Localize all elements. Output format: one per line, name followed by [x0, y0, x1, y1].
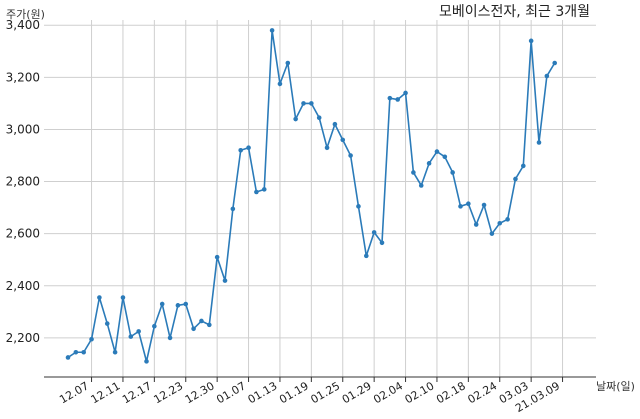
data-point [65, 355, 71, 360]
x-tick-label: 12.23 [151, 379, 185, 406]
data-point [136, 329, 141, 334]
x-tick-label: 12.17 [120, 379, 154, 406]
data-point [261, 187, 267, 192]
y-tick-label: 3,200 [6, 70, 40, 84]
gridlines [44, 20, 596, 377]
data-point [434, 149, 440, 154]
y-tick-label: 3,400 [6, 18, 40, 32]
data-point [238, 147, 243, 153]
data-point [81, 349, 86, 355]
data-point [207, 322, 212, 328]
y-tick-label: 2,800 [6, 175, 40, 189]
y-axis-label: 주가(원) [6, 8, 45, 21]
data-point [403, 90, 408, 96]
data-point [411, 170, 416, 175]
x-tick-labels: 12.0712.1112.1712.2312.3001.0701.1301.19… [57, 377, 564, 415]
chart-title: 모베이스전자, 최근 3개월 [439, 4, 590, 20]
data-point [199, 318, 204, 324]
data-point [285, 60, 291, 66]
data-point [497, 220, 503, 226]
data-point [230, 206, 236, 212]
data-point [89, 336, 94, 342]
data-point [348, 153, 353, 158]
data-point [144, 359, 149, 364]
data-point [73, 349, 79, 355]
y-tick-label: 2,200 [6, 331, 40, 345]
data-point [466, 201, 471, 207]
data-point [379, 240, 385, 246]
data-point [191, 326, 196, 332]
data-point [473, 222, 479, 227]
data-point [277, 81, 283, 87]
data-point [183, 301, 189, 307]
data-point [528, 38, 534, 44]
y-tick-label: 2,600 [6, 227, 40, 241]
x-tick-label: 12.30 [183, 379, 217, 406]
data-point [442, 154, 448, 160]
data-point [214, 254, 220, 260]
x-tick-label: 12.07 [57, 379, 91, 406]
data-point [356, 204, 361, 209]
data-point [112, 349, 118, 355]
data-point [552, 60, 557, 66]
data-point [513, 176, 518, 182]
x-tick-label: 01.25 [308, 379, 342, 406]
data-point [269, 28, 275, 33]
data-point [293, 116, 298, 122]
y-tick-label: 2,400 [6, 279, 40, 293]
series [65, 28, 557, 364]
y-tick-label: 3,000 [6, 122, 40, 136]
data-point [426, 161, 432, 166]
data-point [324, 145, 330, 150]
data-point [450, 170, 455, 175]
x-axis-label: 날짜(일) [596, 379, 635, 393]
data-point [544, 73, 550, 79]
x-tick-label: 01.29 [340, 379, 374, 406]
data-point [104, 321, 110, 326]
data-point [128, 334, 134, 339]
data-point [167, 335, 173, 341]
data-point [418, 183, 424, 188]
x-tick-label: 02.04 [371, 379, 405, 406]
x-tick-label: 01.19 [277, 379, 311, 406]
data-point [340, 137, 346, 143]
x-tick-label: 02.18 [434, 379, 468, 406]
data-point [395, 97, 401, 102]
x-tick-label: 01.07 [214, 379, 248, 406]
data-point [521, 163, 526, 169]
data-point [364, 253, 369, 259]
data-point [458, 204, 463, 209]
data-point [175, 303, 181, 308]
data-point [301, 101, 306, 106]
data-point [246, 145, 251, 150]
data-point [254, 189, 259, 195]
data-point [387, 95, 393, 101]
y-tick-labels: 2,200 2,400 2,600 2,800 3,000 3,200 3,400 [6, 18, 40, 345]
data-point [489, 231, 495, 236]
data-point [152, 323, 157, 329]
data-point [120, 295, 126, 300]
x-tick-label: 01.13 [246, 379, 280, 406]
data-point [371, 230, 377, 235]
data-point [159, 301, 165, 307]
data-point [332, 121, 338, 127]
data-point [309, 101, 314, 106]
data-point [222, 278, 228, 283]
data-point [316, 115, 322, 121]
x-tick-label: 12.11 [89, 379, 123, 406]
x-tick-label: 02.10 [403, 379, 437, 406]
data-point [536, 140, 542, 145]
data-point [97, 295, 102, 300]
x-tick-label: 02.24 [465, 379, 499, 406]
data-point [481, 202, 487, 208]
data-point [505, 217, 510, 222]
